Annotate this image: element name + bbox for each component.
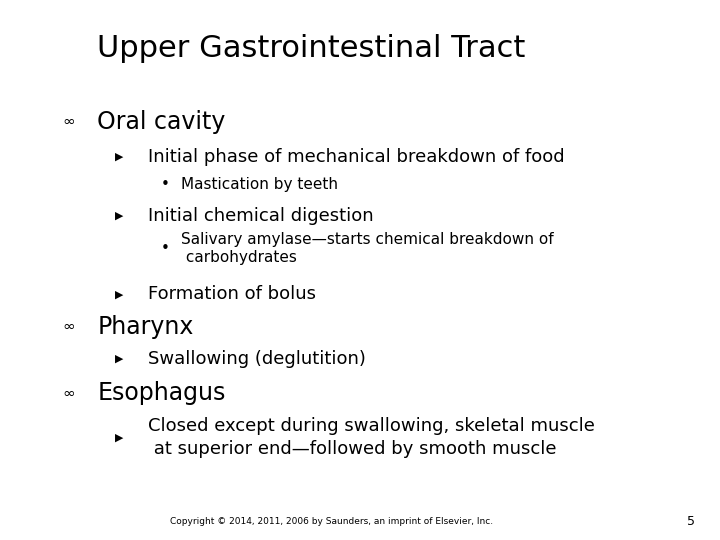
- Text: ∞: ∞: [62, 114, 75, 129]
- Text: Formation of bolus: Formation of bolus: [148, 285, 315, 303]
- Text: ▶: ▶: [114, 354, 123, 364]
- Text: Swallowing (deglutition): Swallowing (deglutition): [148, 350, 366, 368]
- Text: Initial chemical digestion: Initial chemical digestion: [148, 207, 373, 225]
- Text: ▶: ▶: [114, 433, 123, 442]
- Text: Initial phase of mechanical breakdown of food: Initial phase of mechanical breakdown of…: [148, 147, 564, 166]
- Text: Upper Gastrointestinal Tract: Upper Gastrointestinal Tract: [97, 34, 526, 63]
- Text: ▶: ▶: [114, 152, 123, 161]
- Text: Closed except during swallowing, skeletal muscle
 at superior end—followed by sm: Closed except during swallowing, skeleta…: [148, 417, 595, 457]
- Text: ∞: ∞: [62, 386, 75, 401]
- Text: ▶: ▶: [114, 211, 123, 221]
- Text: Esophagus: Esophagus: [97, 381, 225, 405]
- Text: Oral cavity: Oral cavity: [97, 110, 225, 133]
- Text: Pharynx: Pharynx: [97, 315, 194, 339]
- Text: ∞: ∞: [62, 319, 75, 334]
- Text: Salivary amylase—starts chemical breakdown of
 carbohydrates: Salivary amylase—starts chemical breakdo…: [181, 232, 554, 265]
- Text: Copyright © 2014, 2011, 2006 by Saunders, an imprint of Elsevier, Inc.: Copyright © 2014, 2011, 2006 by Saunders…: [170, 517, 492, 526]
- Text: •: •: [161, 241, 170, 256]
- Text: 5: 5: [687, 515, 695, 528]
- Text: ▶: ▶: [114, 289, 123, 299]
- Text: Mastication by teeth: Mastication by teeth: [181, 177, 338, 192]
- Text: •: •: [161, 177, 170, 192]
